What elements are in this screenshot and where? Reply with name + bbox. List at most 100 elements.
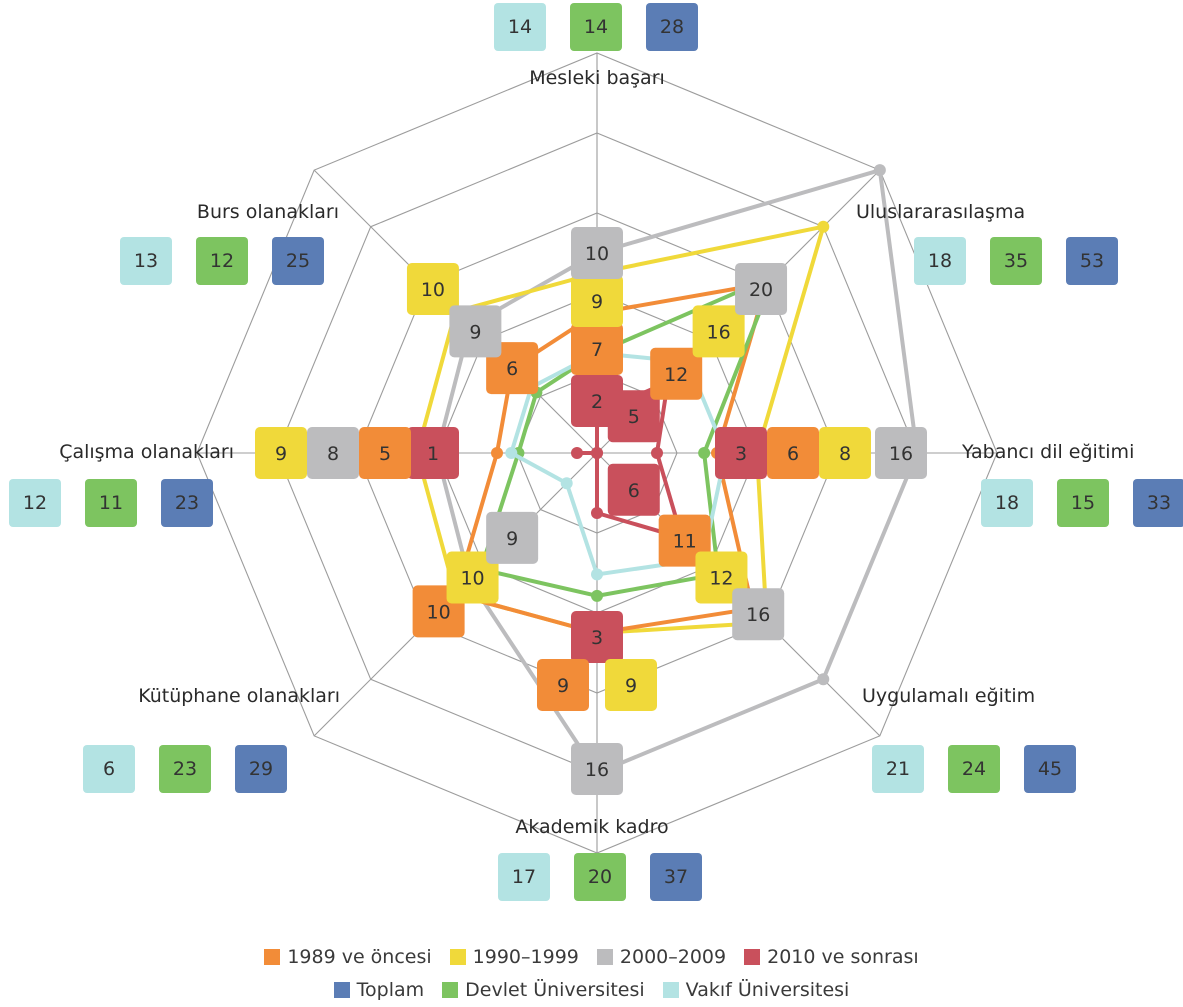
value-box-ulus: 20 <box>735 262 788 315</box>
series-point-ulus <box>873 164 886 177</box>
value-box-calisma: 1 <box>407 427 459 479</box>
axis-label-yabanci: Yabancı dil eğitimi <box>961 441 1134 463</box>
uni-value: 13 <box>134 250 158 272</box>
uni-box-akademik: 17 <box>498 853 550 901</box>
value-box-kutuphane: 9 <box>486 511 539 564</box>
value-label: 12 <box>709 567 733 589</box>
uni-value: 11 <box>99 492 123 514</box>
uni-box-mesleki: 28 <box>646 3 698 51</box>
uni-box-uygulamali: 21 <box>872 745 924 793</box>
uni-box-ulus: 53 <box>1066 237 1118 285</box>
legend-swatch <box>662 981 679 998</box>
series-point-yabanci <box>698 447 711 459</box>
value-label: 5 <box>379 443 391 465</box>
legend-label: 1990–1999 <box>472 945 579 968</box>
series-point-yabanci <box>651 447 663 459</box>
value-box-calisma: 8 <box>307 427 359 479</box>
legend-item: Vakıf Üniversitesi <box>662 978 850 1001</box>
series-point-akademik <box>591 507 603 519</box>
value-label: 12 <box>664 364 688 386</box>
legend-label: Devlet Üniversitesi <box>465 978 645 1001</box>
value-label: 10 <box>421 279 445 301</box>
axis-label-akademik: Akademik kadro <box>515 816 668 838</box>
legend: 1989 ve öncesi 1990–1999 2000–2009 2010 ve … <box>0 940 1183 1006</box>
uni-value: 53 <box>1080 250 1104 272</box>
legend-item: 1990–1999 <box>449 945 579 968</box>
value-box-mesleki: 9 <box>571 275 623 327</box>
uni-value: 35 <box>1004 250 1028 272</box>
value-box-akademik: 9 <box>605 659 657 711</box>
legend-swatch <box>264 948 281 965</box>
legend-swatch <box>596 948 613 965</box>
uni-box-uygulamali: 24 <box>948 745 1000 793</box>
legend-label: 1989 ve öncesi <box>287 945 432 968</box>
series-point-calisma <box>491 447 503 459</box>
value-box-calisma: 5 <box>359 427 411 479</box>
value-label: 10 <box>460 567 484 589</box>
uni-box-ulus: 18 <box>914 237 966 285</box>
uni-box-kutuphane: 29 <box>235 745 287 793</box>
uni-box-kutuphane: 6 <box>83 745 135 793</box>
value-label: 1 <box>427 443 439 465</box>
uni-box-mesleki: 14 <box>570 3 622 51</box>
uni-value: 45 <box>1038 758 1062 780</box>
uni-value: 12 <box>210 250 234 272</box>
value-label: 20 <box>749 279 773 301</box>
value-label: 9 <box>275 443 287 465</box>
value-label: 16 <box>746 604 770 626</box>
uni-value: 18 <box>995 492 1019 514</box>
uni-box-burs: 13 <box>120 237 172 285</box>
value-label: 6 <box>787 443 799 465</box>
axis-label-ulus: Uluslararasılaşma <box>856 201 1025 223</box>
value-box-burs: 10 <box>406 262 459 315</box>
axis-label-burs: Burs olanakları <box>197 201 339 223</box>
value-label: 16 <box>889 443 913 465</box>
legend-row: 1989 ve öncesi 1990–1999 2000–2009 2010 ve … <box>0 940 1183 973</box>
value-label: 3 <box>735 443 747 465</box>
series-point-calisma <box>571 447 583 459</box>
value-box-ulus: 12 <box>650 347 703 400</box>
uni-value: 23 <box>175 492 199 514</box>
uni-value: 6 <box>103 758 115 780</box>
axis-label-mesleki: Mesleki başarı <box>529 67 665 89</box>
uni-box-kutuphane: 23 <box>159 745 211 793</box>
series-point-kutuphane <box>560 477 573 490</box>
value-label: 9 <box>469 321 481 343</box>
value-box-burs: 9 <box>449 305 502 358</box>
value-box-yabanci: 16 <box>875 427 927 479</box>
value-label: 11 <box>673 531 697 553</box>
legend-label: Vakıf Üniversitesi <box>685 978 850 1001</box>
value-label: 9 <box>591 291 603 313</box>
uni-value: 37 <box>664 866 688 888</box>
axis-label-kutuphane: Kütüphane olanakları <box>138 685 340 707</box>
uni-value: 15 <box>1071 492 1095 514</box>
value-label: 9 <box>557 675 569 697</box>
uni-box-burs: 12 <box>196 237 248 285</box>
value-label: 10 <box>585 243 609 265</box>
uni-box-mesleki: 14 <box>494 3 546 51</box>
series-point-uygulamali <box>817 673 830 686</box>
uni-box-yabanci: 18 <box>981 479 1033 527</box>
uni-box-yabanci: 15 <box>1057 479 1109 527</box>
value-box-ulus: 16 <box>692 305 745 358</box>
legend-item: 1989 ve öncesi <box>264 945 432 968</box>
uni-box-calisma: 11 <box>85 479 137 527</box>
value-label: 6 <box>506 358 518 380</box>
value-box-kutuphane: 10 <box>446 551 499 604</box>
uni-value: 18 <box>928 250 952 272</box>
legend-label: 2000–2009 <box>619 945 727 968</box>
uni-value: 25 <box>286 250 310 272</box>
value-label: 9 <box>506 528 518 550</box>
series-point-ulus <box>817 220 830 233</box>
value-label: 2 <box>591 391 603 413</box>
legend-swatch <box>744 948 761 965</box>
value-box-mesleki: 10 <box>571 227 623 279</box>
value-box-akademik: 16 <box>571 743 623 795</box>
legend-item: 2000–2009 <box>596 945 727 968</box>
uni-value: 12 <box>23 492 47 514</box>
value-box-mesleki: 7 <box>571 323 623 375</box>
legend-item: Devlet Üniversitesi <box>442 979 645 1001</box>
axis-label-uygulamali: Uygulamalı eğitim <box>862 685 1035 707</box>
